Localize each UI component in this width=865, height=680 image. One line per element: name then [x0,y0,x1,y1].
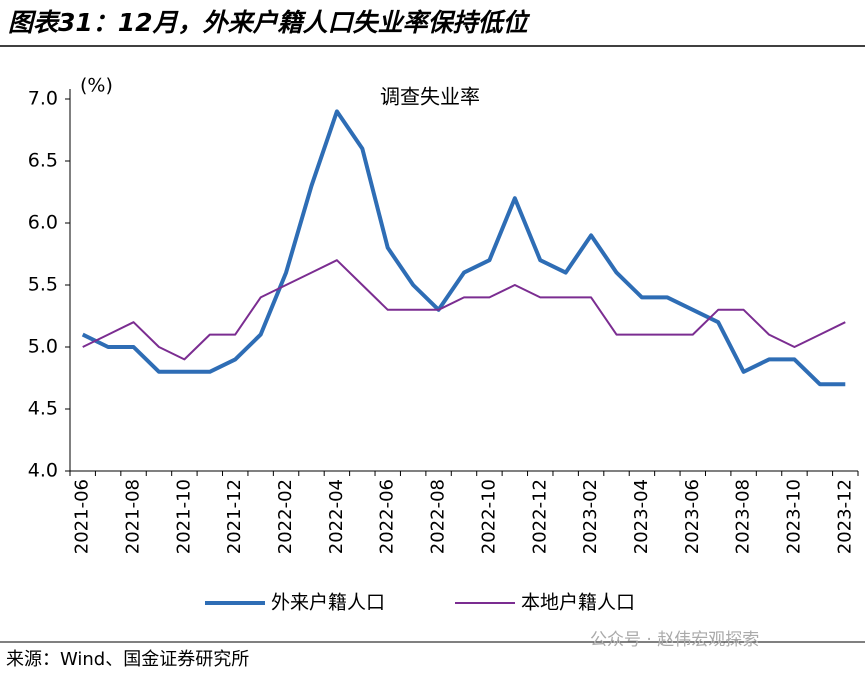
chart-title: 调查失业率 [380,85,480,109]
y-tick-label: 5.5 [28,274,58,296]
x-tick-label: 2021-08 [123,479,144,554]
x-tick-label: 2022-12 [529,479,550,554]
x-tick-label: 2023-06 [682,479,703,554]
x-tick-label: 2022-08 [428,479,449,554]
x-tick-label: 2023-10 [783,479,804,554]
y-tick-label: 6.0 [28,212,58,234]
header-title: 图表31：12月，外来户籍人口失业率保持低位 [8,8,531,37]
x-tick-label: 2023-08 [733,479,754,554]
x-tick-label: 2021-12 [224,479,245,554]
x-tick-label: 2021-06 [72,479,93,554]
x-tick-label: 2021-10 [173,479,194,554]
legend-label: 外来户籍人口 [271,592,385,614]
x-tick-label: 2022-06 [377,479,398,554]
y-tick-label: 7.0 [28,88,58,110]
line-series [82,259,846,361]
y-tick-label: 6.5 [28,150,58,172]
x-tick-label: 2023-12 [834,479,855,554]
legend-label: 本地户籍人口 [521,592,635,614]
x-tick-label: 2023-02 [580,479,601,554]
source: 来源：Wind、国金证券研究所 [6,649,249,670]
y-tick-label: 5.0 [28,336,58,358]
x-tick-label: 2022-10 [478,479,499,554]
watermark: 公众号 · 赵伟宏观探索 [590,630,759,650]
y-tick-label: 4.5 [28,398,58,420]
x-tick-label: 2022-02 [275,479,296,554]
y-tick-label: 4.0 [28,460,58,482]
x-tick-label: 2022-04 [326,479,347,554]
x-tick-label: 2023-04 [631,479,652,554]
line-series [81,109,846,387]
y-axis-label: (%) [80,75,113,97]
